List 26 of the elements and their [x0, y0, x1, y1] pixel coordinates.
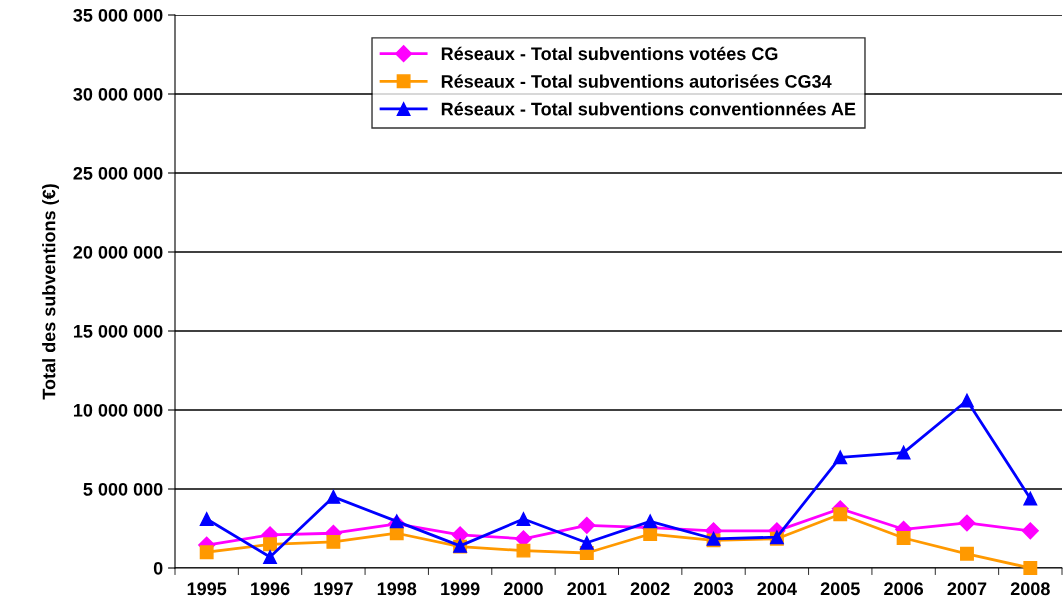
y-tick-label: 30 000 000	[73, 87, 163, 101]
y-tick-label: 10 000 000	[73, 403, 163, 417]
legend-label: Réseaux - Total subventions conventionnées AE	[441, 102, 856, 116]
x-tick-label: 2002	[630, 582, 670, 596]
y-tick-label: 15 000 000	[73, 324, 163, 338]
y-tick-label: 0	[153, 561, 163, 575]
x-tick-label: 2006	[884, 582, 924, 596]
x-tick-label: 1995	[187, 582, 227, 596]
y-tick-label: 20 000 000	[73, 245, 163, 259]
y-tick-label: 25 000 000	[73, 166, 163, 180]
x-tick-label: 1998	[377, 582, 417, 596]
x-tick-label: 2003	[694, 582, 733, 596]
y-tick-label: 5 000 000	[83, 482, 163, 496]
x-tick-label: 1999	[441, 582, 480, 596]
x-tick-label: 2001	[567, 582, 607, 596]
x-tick-label: 2000	[504, 582, 543, 596]
legend-label: Réseaux - Total subventions votées CG	[441, 46, 778, 61]
x-tick-label: 2004	[757, 582, 797, 596]
x-tick-label: 2008	[1010, 582, 1050, 596]
x-tick-label: 1997	[314, 582, 353, 596]
legend-label: Réseaux - Total subventions autorisées CG34	[441, 74, 832, 88]
y-tick-label: 35 000 000	[73, 8, 163, 22]
x-tick-label: 2007	[947, 582, 987, 596]
y-axis-title: Total des subventions (€)	[42, 184, 59, 400]
x-tick-label: 2005	[820, 582, 860, 596]
x-tick-label: 1996	[251, 582, 290, 596]
